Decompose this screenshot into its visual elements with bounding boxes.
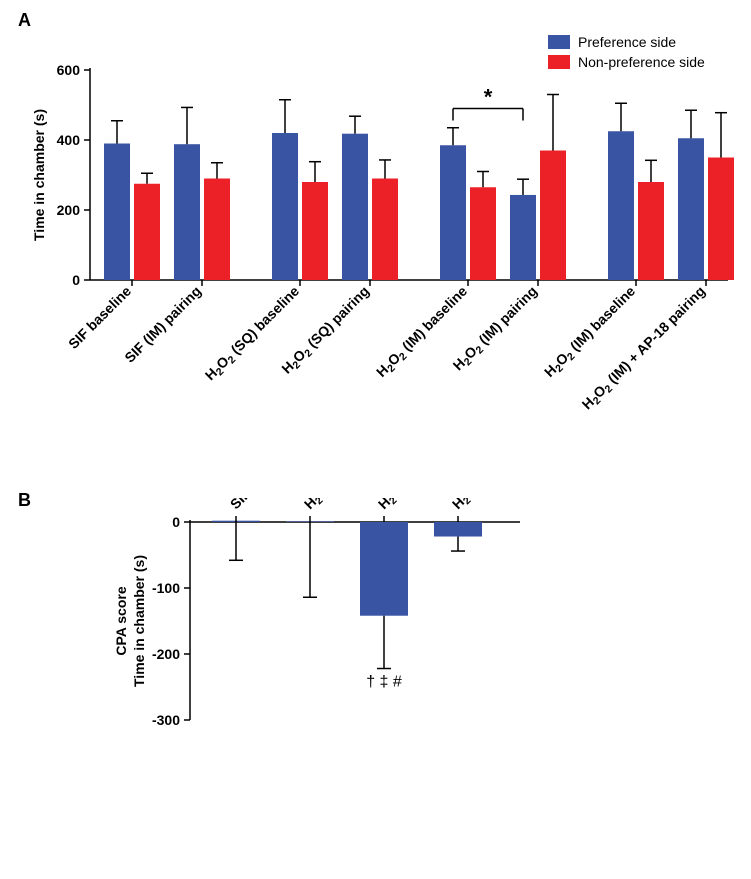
- svg-text:-300: -300: [152, 712, 180, 728]
- panel-label-a: A: [18, 10, 31, 31]
- svg-text:-200: -200: [152, 646, 180, 662]
- page: A Preference side Non-preference side 02…: [0, 0, 751, 879]
- svg-text:600: 600: [57, 62, 81, 78]
- svg-text:400: 400: [57, 132, 81, 148]
- chart-b: 0 -100 -200 -300 CPA scoreTime in chamber (s…: [90, 498, 650, 878]
- chart-a: 0 200 400 600 Time in chamber (s) SIF baselin…: [18, 40, 738, 480]
- svg-text:SIF baseline: SIF baseline: [65, 283, 134, 352]
- svg-text:H2O2 100 mM + AP-18 (IM): H2O2 100 mM + AP-18 (IM): [449, 498, 584, 514]
- svg-text:200: 200: [57, 202, 81, 218]
- svg-text:SIF (IM): SIF (IM): [227, 498, 274, 512]
- svg-text:SIF (IM) pairing: SIF (IM) pairing: [121, 283, 204, 366]
- svg-text:CPA score: CPA score: [113, 586, 129, 655]
- svg-text:† ‡ #: † ‡ #: [366, 674, 402, 691]
- svg-text:Time in chamber (s): Time in chamber (s): [131, 555, 147, 687]
- svg-text:-100: -100: [152, 580, 180, 596]
- svg-text:Time in chamber (s): Time in chamber (s): [31, 109, 47, 241]
- svg-text:H2O2 (IM) + AP-18 pairing: H2O2 (IM) + AP-18 pairing: [579, 283, 711, 415]
- svg-text:*: *: [484, 85, 493, 110]
- svg-text:0: 0: [172, 514, 180, 530]
- svg-text:0: 0: [72, 272, 80, 288]
- panel-label-b: B: [18, 490, 31, 511]
